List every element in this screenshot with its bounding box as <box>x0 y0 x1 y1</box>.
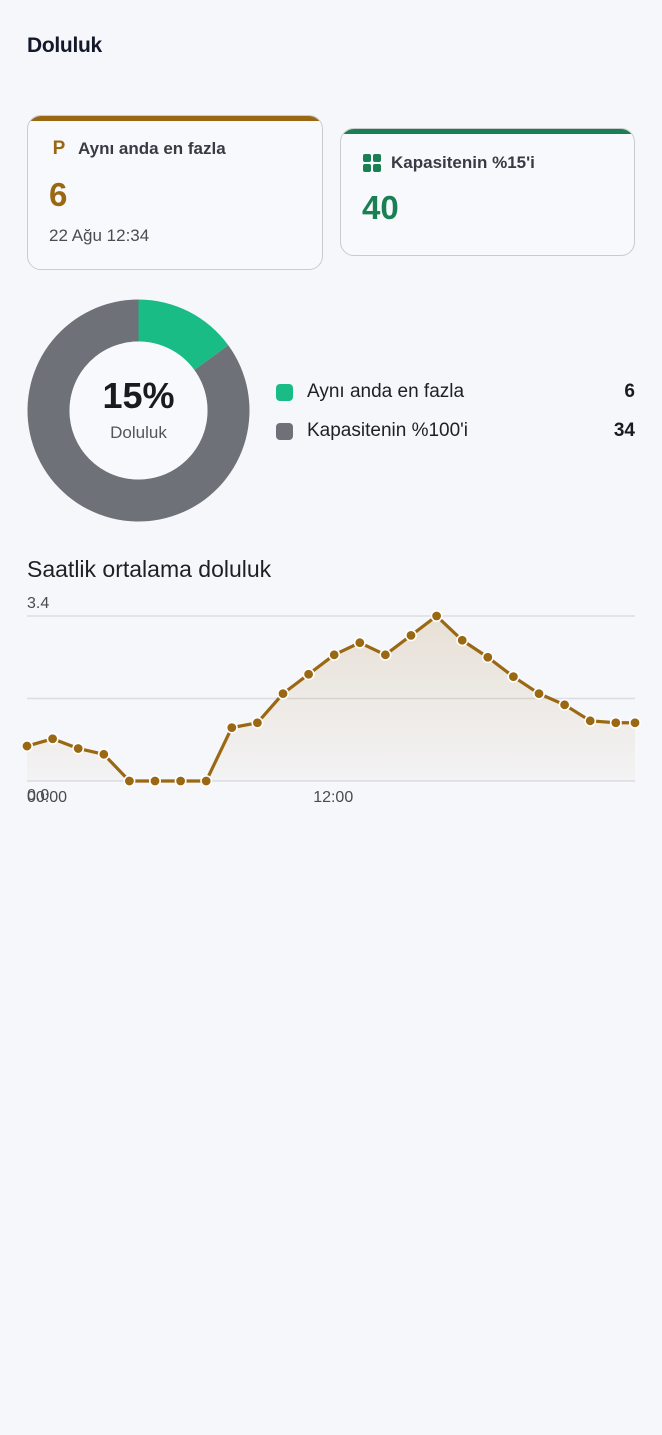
data-point <box>430 609 443 622</box>
legend-item-capacity: Kapasitenin %100'i 34 <box>276 416 635 446</box>
data-point <box>328 648 341 661</box>
peak-value: 6 <box>49 176 68 213</box>
data-point <box>46 732 59 745</box>
donut-percent: 15% <box>102 374 175 416</box>
legend-item-peak: Aynı anda en fazla 6 <box>276 377 635 407</box>
peak-occupancy-card: P Aynı anda en fazla 6 22 Ağu 12:34 <box>27 115 323 270</box>
hourly-chart-title: Saatlik ortalama doluluk <box>27 556 272 582</box>
data-point <box>628 716 641 729</box>
data-point <box>251 716 264 729</box>
capacity-card-label: Kapasitenin %15'i <box>391 153 535 172</box>
legend-swatch <box>276 383 293 401</box>
data-point <box>481 651 494 664</box>
data-point <box>302 668 315 681</box>
data-point <box>200 775 213 788</box>
data-point <box>456 634 469 647</box>
grid-icon <box>362 153 382 173</box>
data-point <box>149 775 162 788</box>
data-point <box>404 629 417 642</box>
x-tick-label: 12:00 <box>313 789 353 806</box>
donut-svg <box>27 299 250 522</box>
peak-card-label: Aynı anda en fazla <box>78 139 226 158</box>
data-point <box>532 687 545 700</box>
card-accent-bar <box>341 129 634 134</box>
data-point <box>276 687 289 700</box>
hourly-occupancy-chart: 3.4 0.000:00 12:00 <box>20 595 641 806</box>
data-point <box>558 698 571 711</box>
capacity-card: Kapasitenin %15'i 40 <box>340 128 635 256</box>
data-point <box>353 636 366 649</box>
card-accent-bar <box>28 116 322 121</box>
occupancy-donut-chart: 15% Doluluk <box>27 299 250 522</box>
data-point <box>379 648 392 661</box>
legend-value: 34 <box>613 420 635 441</box>
legend-label: Kapasitenin %100'i <box>307 420 469 441</box>
data-point <box>72 742 85 755</box>
y-tick-label: 3.4 <box>27 595 49 612</box>
donut-hole <box>69 341 208 480</box>
data-point <box>123 775 136 788</box>
y-tick-label: 0.0 <box>27 787 49 804</box>
data-point <box>97 748 110 761</box>
data-point <box>225 721 238 734</box>
peak-timestamp: 22 Ağu 12:34 <box>49 226 150 245</box>
x-tick-label: 00:00 <box>27 789 67 806</box>
data-point <box>507 670 520 683</box>
donut-slice-0 <box>138 299 229 370</box>
donut-slice-1 <box>27 299 250 522</box>
parking-p-icon: P <box>52 138 66 159</box>
donut-caption: Doluluk <box>110 422 167 442</box>
data-point <box>609 716 622 729</box>
legend-value: 6 <box>624 381 635 402</box>
data-point <box>584 714 597 727</box>
legend-label: Aynı anda en fazla <box>307 381 465 402</box>
capacity-value: 40 <box>362 189 399 226</box>
legend-swatch <box>276 422 293 440</box>
data-point <box>174 775 187 788</box>
data-point <box>20 740 33 753</box>
page-title: Doluluk <box>27 34 102 57</box>
